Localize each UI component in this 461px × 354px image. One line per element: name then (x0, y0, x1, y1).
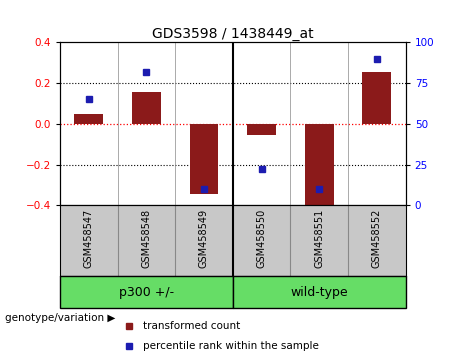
Text: GSM458549: GSM458549 (199, 209, 209, 268)
Text: GSM458547: GSM458547 (84, 209, 94, 268)
Bar (74, 114, 103, 124)
Text: GSM458548: GSM458548 (142, 209, 151, 268)
Bar (132, 92, 161, 124)
Bar (362, 72, 391, 124)
Text: p300 +/-: p300 +/- (119, 286, 174, 298)
Bar (233, 276, 406, 308)
Text: percentile rank within the sample: percentile rank within the sample (143, 341, 319, 350)
Bar (305, 124, 334, 207)
Bar (247, 124, 276, 135)
Bar (60, 276, 233, 308)
Text: wild-type: wild-type (290, 286, 348, 298)
Bar (189, 124, 219, 194)
Text: GSM458552: GSM458552 (372, 209, 382, 268)
Text: GSM458551: GSM458551 (314, 209, 324, 268)
Text: GSM458550: GSM458550 (257, 209, 266, 268)
Text: genotype/variation ▶: genotype/variation ▶ (5, 313, 115, 323)
Title: GDS3598 / 1438449_at: GDS3598 / 1438449_at (152, 28, 313, 41)
Text: transformed count: transformed count (143, 321, 240, 331)
